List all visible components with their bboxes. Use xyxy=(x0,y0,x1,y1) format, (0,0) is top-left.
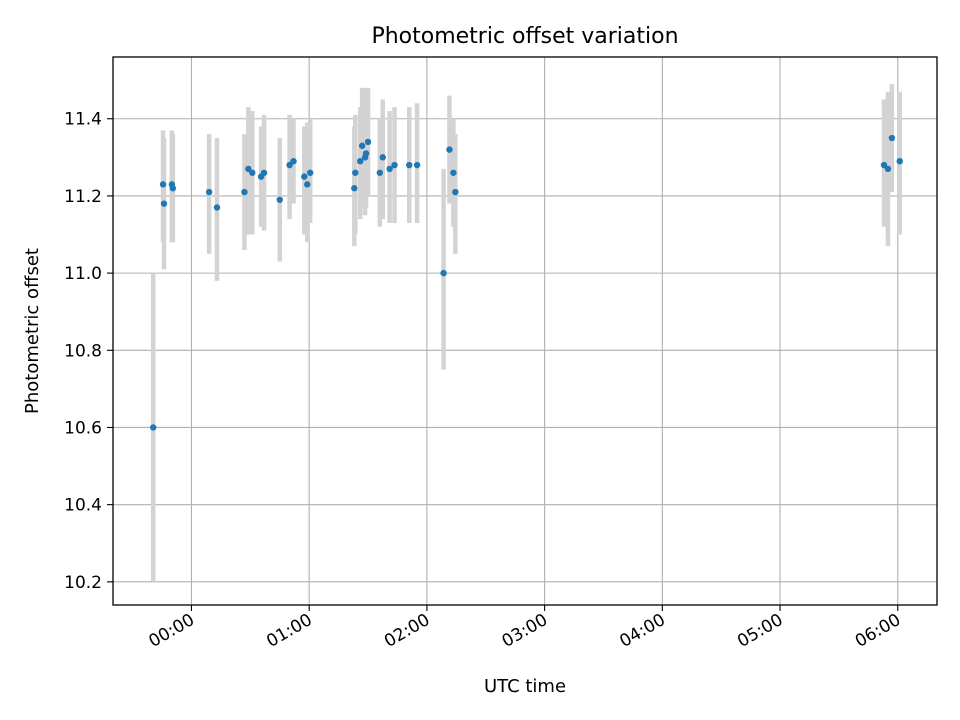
x-axis: 00:00 01:00 02:00 03:00 04:00 05:00 06:00 xyxy=(146,605,904,652)
x-tick-label: 04:00 xyxy=(616,610,668,652)
data-point xyxy=(406,161,413,169)
plot-frame xyxy=(112,56,938,606)
data-point xyxy=(304,181,311,188)
data-point xyxy=(241,188,248,196)
grid xyxy=(113,57,937,605)
data-point xyxy=(301,173,308,180)
data-point xyxy=(450,169,457,176)
data-point xyxy=(290,157,297,165)
data-point xyxy=(379,154,386,161)
x-tick-label: 05:00 xyxy=(734,610,786,652)
data-point xyxy=(452,188,459,196)
data-point xyxy=(391,161,398,169)
data-point xyxy=(276,196,283,203)
x-tick-label: 01:00 xyxy=(263,610,315,652)
data-point xyxy=(150,424,157,431)
data-point xyxy=(896,157,903,165)
data-point xyxy=(306,169,314,176)
data-point xyxy=(213,204,221,211)
y-tick-label: 11.0 xyxy=(64,264,102,284)
y-axis-label: Photometric offset xyxy=(22,248,43,414)
data-point xyxy=(358,142,366,149)
data-point xyxy=(362,150,370,157)
x-axis-label: UTC time xyxy=(484,676,566,697)
data-points xyxy=(150,134,903,431)
data-point xyxy=(249,169,256,176)
data-point xyxy=(357,157,364,165)
x-tick-label: 06:00 xyxy=(852,610,904,652)
y-tick-label: 11.2 xyxy=(64,187,102,207)
y-tick-label: 10.8 xyxy=(64,341,102,361)
data-point xyxy=(364,138,372,146)
y-tick-label: 10.6 xyxy=(64,418,102,438)
data-point xyxy=(205,188,213,196)
data-point xyxy=(351,185,358,192)
error-bars xyxy=(150,84,902,582)
x-tick-label: 03:00 xyxy=(499,610,551,652)
data-point xyxy=(888,134,896,142)
data-point xyxy=(260,169,268,176)
data-point xyxy=(413,161,421,169)
data-point xyxy=(169,185,177,192)
data-point xyxy=(884,165,892,173)
x-tick-label: 00:00 xyxy=(146,610,198,652)
data-point xyxy=(160,200,168,207)
data-point xyxy=(159,181,167,188)
y-tick-label: 10.2 xyxy=(64,573,102,593)
y-tick-label: 10.4 xyxy=(64,496,102,516)
y-tick-label: 11.4 xyxy=(64,110,102,130)
data-point xyxy=(386,165,393,173)
chart-title: Photometric offset variation xyxy=(371,24,678,49)
data-point xyxy=(880,161,888,169)
data-point xyxy=(446,146,453,153)
data-point xyxy=(286,161,293,169)
data-point xyxy=(376,169,384,176)
data-point xyxy=(440,269,447,277)
y-axis: 10.2 10.4 10.6 10.8 11.0 11.2 11.4 xyxy=(64,110,113,593)
x-tick-label: 02:00 xyxy=(381,610,433,652)
data-point xyxy=(245,165,252,173)
data-point xyxy=(352,169,359,176)
